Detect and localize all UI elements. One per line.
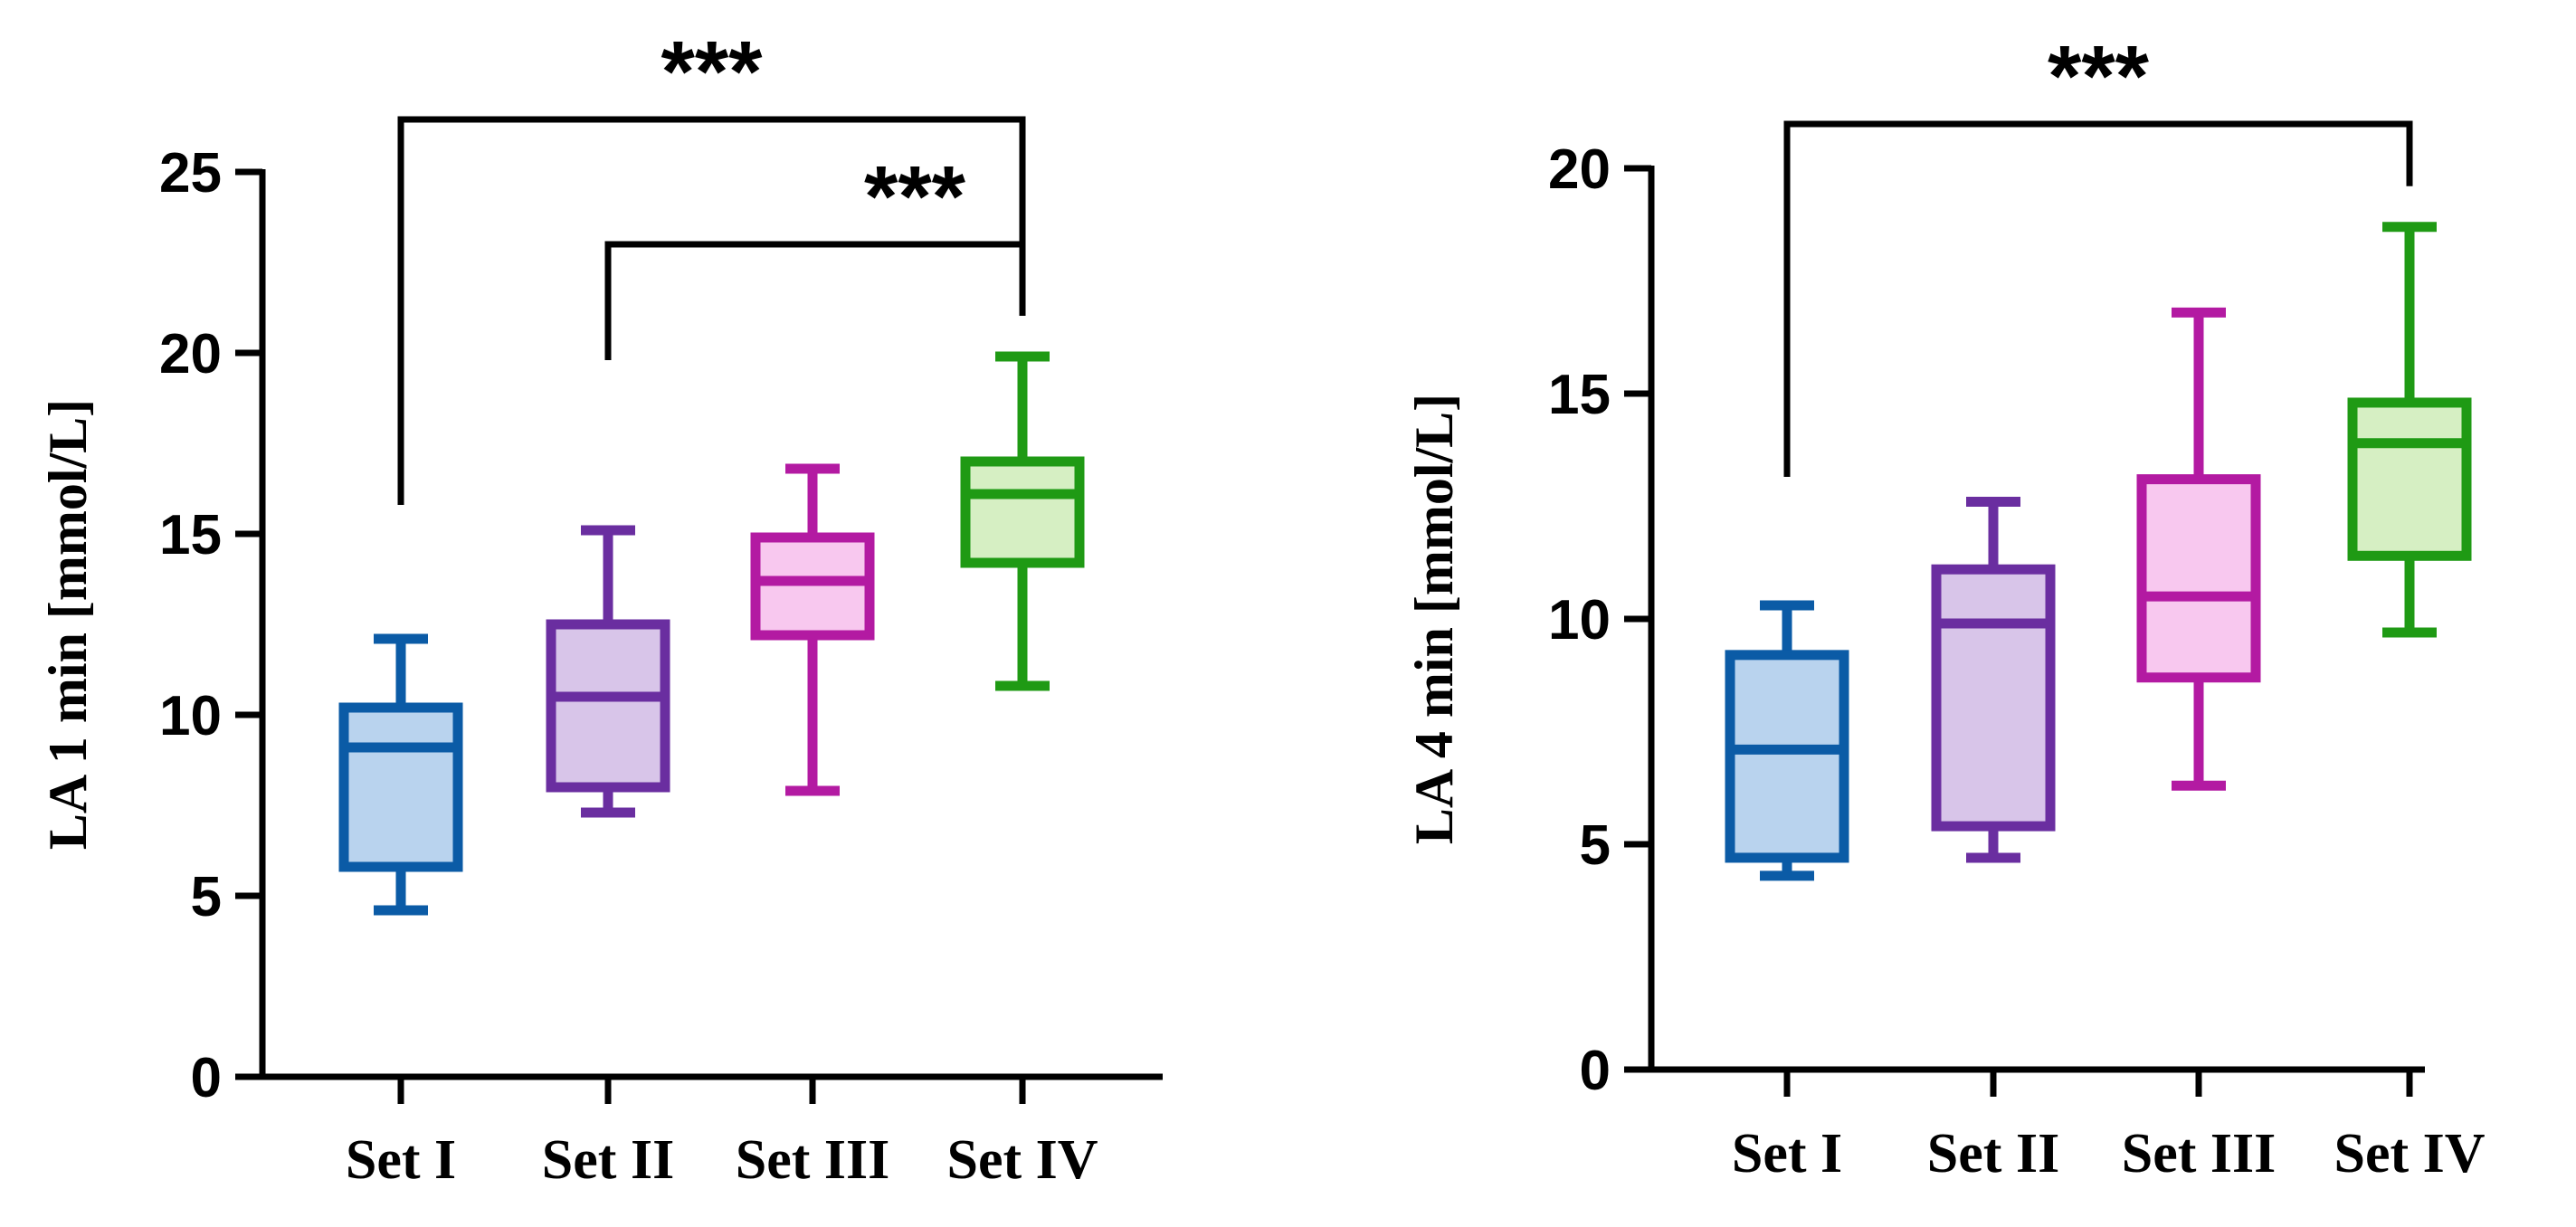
box-plot: [2347, 222, 2472, 638]
y-tick-label: 10: [159, 685, 222, 747]
y-tick-label: 0: [1580, 1040, 1611, 1102]
y-tick-label: 20: [159, 323, 222, 385]
iqr-box: [1931, 564, 2056, 832]
x-tick-label: Set IV: [946, 1129, 1098, 1191]
x-tick-label: Set I: [1732, 1123, 1842, 1184]
y-tick-label: 25: [159, 142, 222, 204]
box-plot: [1931, 497, 2056, 863]
y-tick-label: 15: [159, 504, 222, 566]
iqr-box: [2347, 397, 2472, 561]
panel-la-4-min: 0 5 10 15 20 LA 4 min [mmol/L] Set I Set II Set …: [1404, 28, 2486, 1184]
x-tick-label: Set II: [1927, 1123, 2059, 1184]
y-axis-label: LA 1 min [mmol/L]: [38, 399, 98, 850]
y-tick-label: 20: [1548, 138, 1611, 201]
panel-la-1-min: 0 5 10 15 20 25 LA 1 min [mmol/L] Set I Set II Se…: [38, 24, 1163, 1191]
x-tick-label: Set IV: [2334, 1123, 2485, 1184]
y-tick-label: 0: [191, 1047, 222, 1109]
y-axis-label: LA 4 min [mmol/L]: [1404, 394, 1464, 844]
significance-bracket: [604, 241, 1026, 360]
x-tick-label: Set I: [346, 1129, 456, 1191]
box-plot: [750, 463, 875, 796]
iqr-box: [338, 702, 463, 872]
iqr-box: [750, 532, 875, 641]
significance-bracket: [397, 116, 1026, 505]
box-plot: [546, 525, 670, 818]
x-tick-label: Set II: [542, 1129, 674, 1191]
box-plot: [338, 633, 463, 916]
y-tick-label: 15: [1548, 364, 1611, 426]
iqr-box: [960, 456, 1085, 568]
y-tick-label: 5: [191, 866, 222, 928]
significance-label: ***: [864, 148, 966, 245]
significance-label: ***: [661, 24, 763, 120]
iqr-box: [1725, 650, 1849, 863]
significance-label: ***: [2048, 28, 2150, 125]
box-plot: [2136, 307, 2261, 791]
y-tick-label: 10: [1548, 589, 1611, 652]
x-tick-label: Set III: [2122, 1123, 2277, 1184]
y-tick-label: 5: [1580, 814, 1611, 877]
x-tick-label: Set III: [736, 1129, 890, 1191]
box-plot: [960, 351, 1085, 691]
iqr-box: [2136, 474, 2261, 683]
box-plot: [1725, 600, 1849, 881]
iqr-box: [546, 619, 670, 793]
significance-bracket: [1783, 120, 2413, 478]
